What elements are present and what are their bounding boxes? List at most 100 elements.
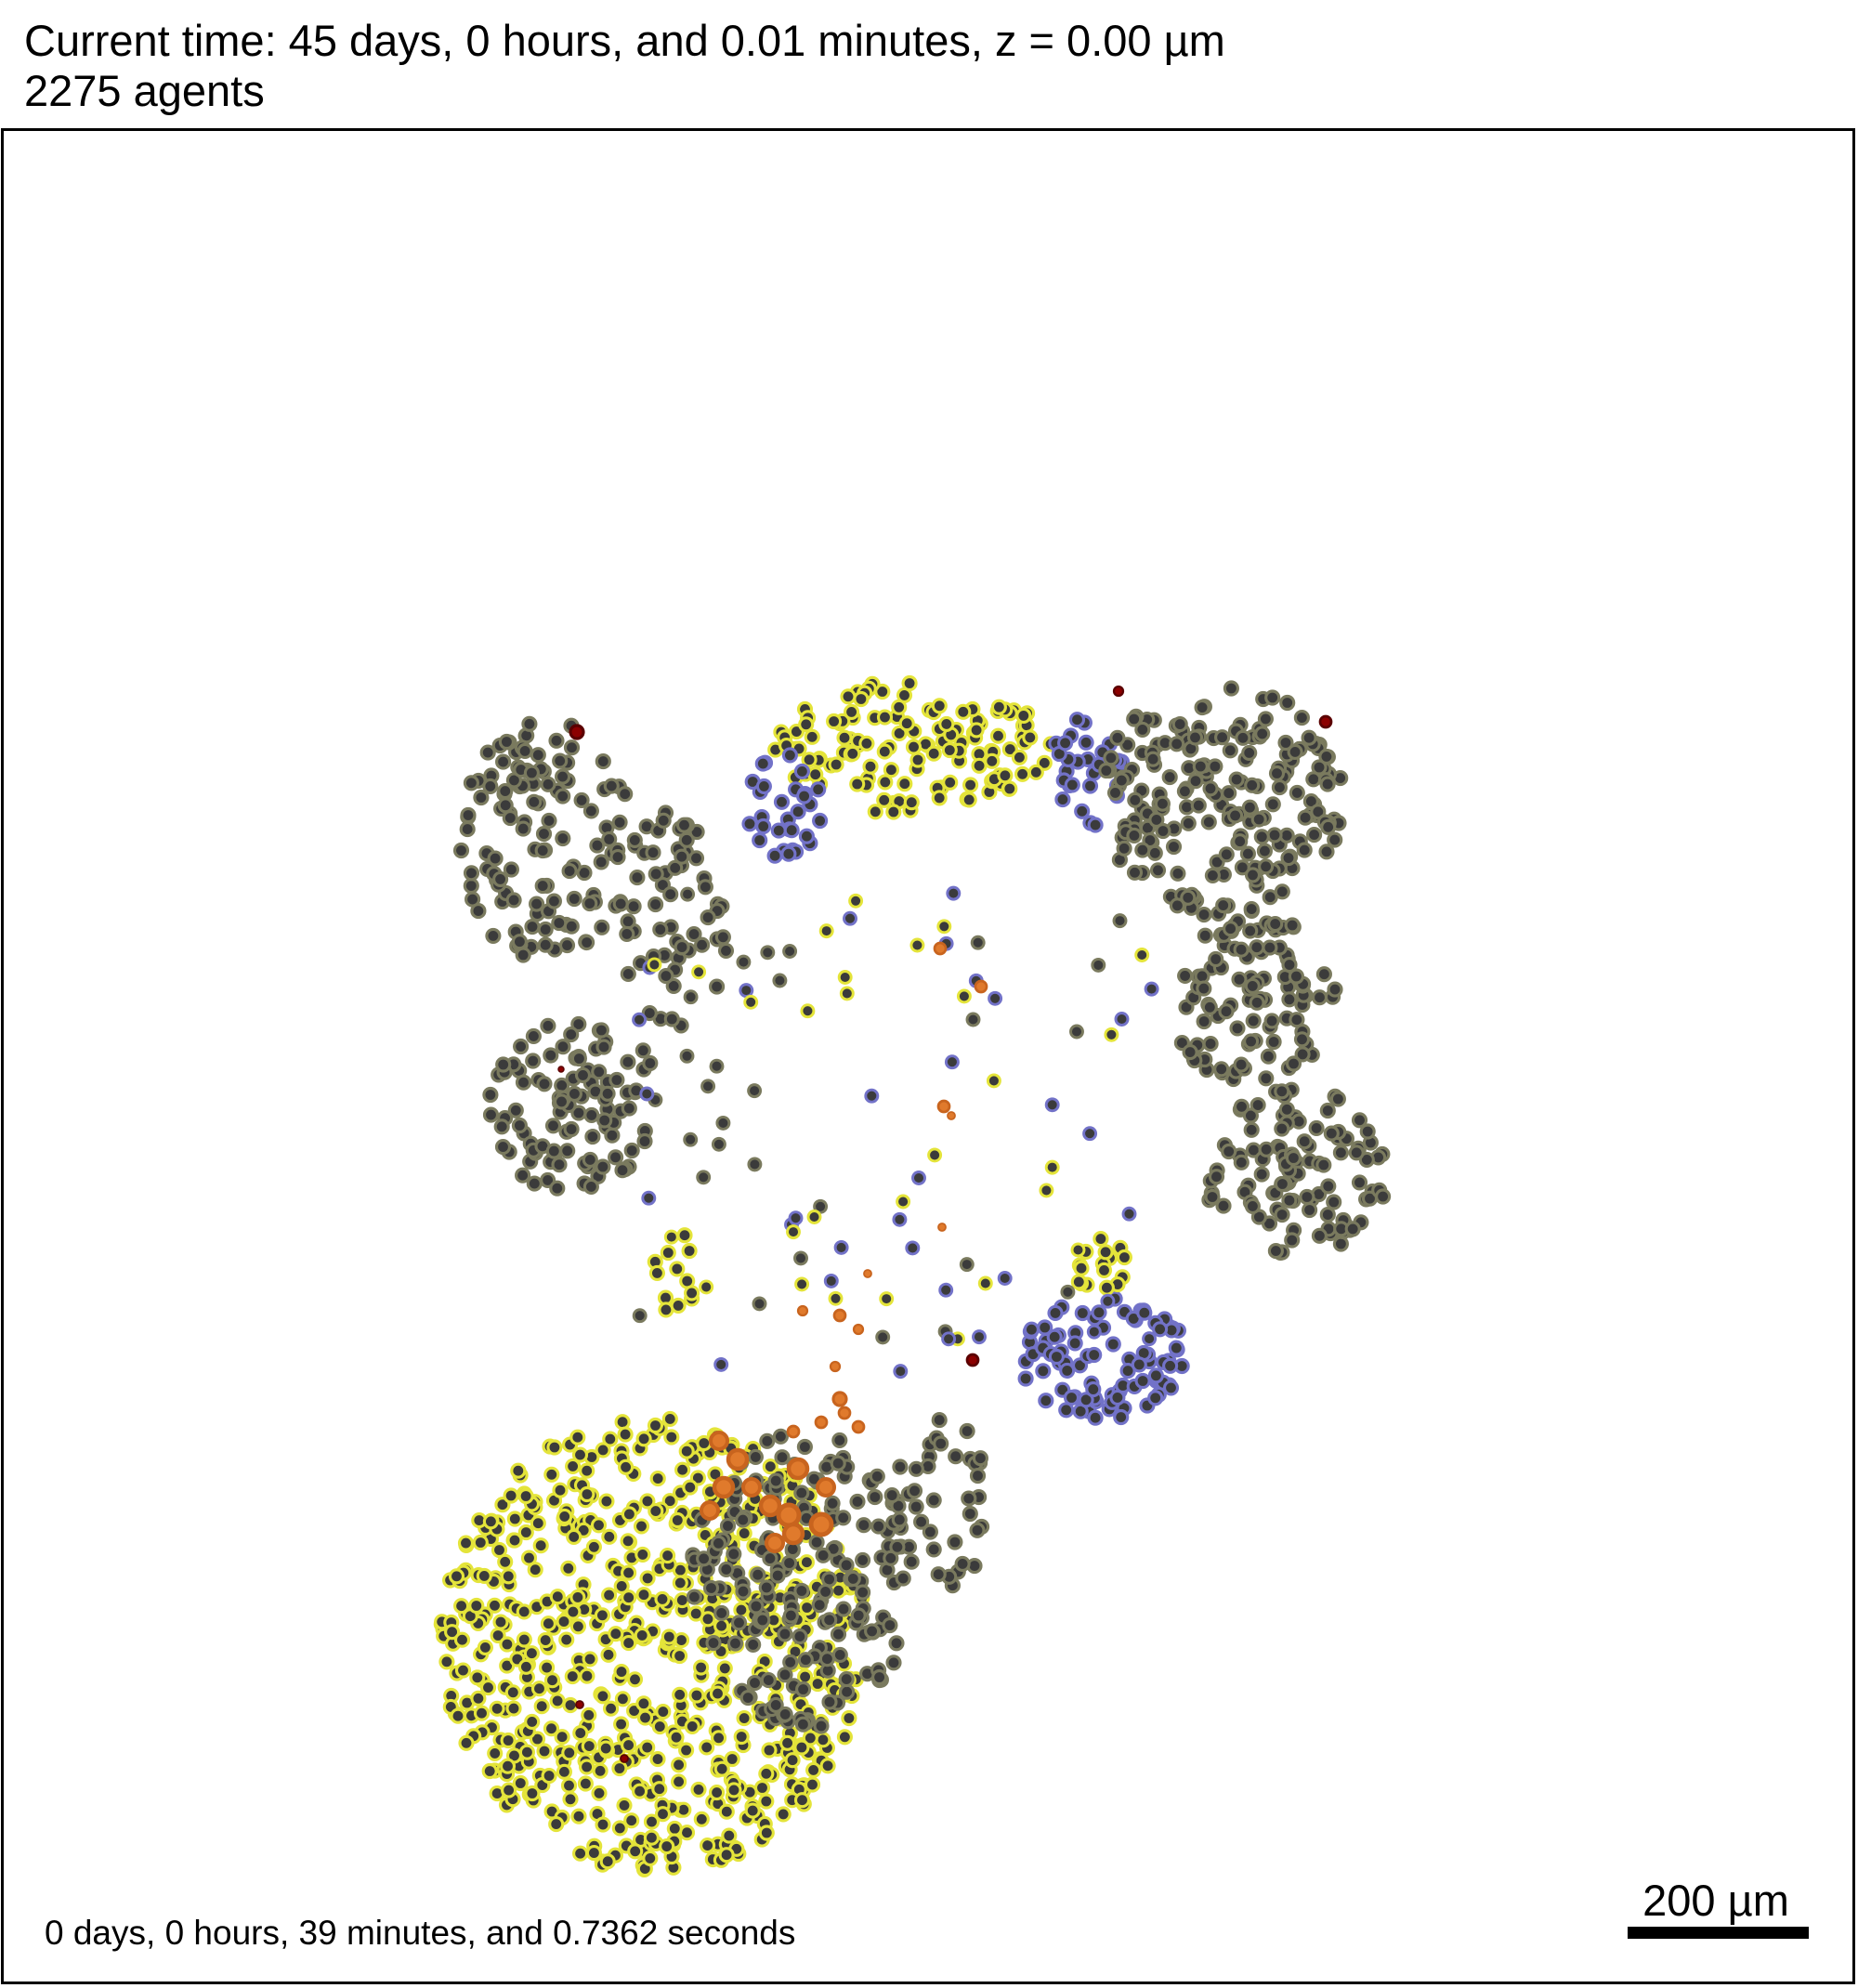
tumor-cell — [585, 1845, 602, 1862]
tumor-cell — [1351, 1112, 1368, 1129]
figure-header: Current time: 45 days, 0 hours, and 0.01… — [0, 0, 1858, 128]
tumor-cell — [499, 1758, 517, 1774]
tumor-cell — [525, 1027, 542, 1044]
tumor-cell — [1194, 968, 1210, 985]
tumor-cell — [1176, 783, 1193, 800]
dead-cell — [569, 724, 585, 740]
immune-cell — [831, 1391, 848, 1407]
tumor-cell — [699, 1739, 715, 1756]
tumor-cell — [639, 1493, 656, 1510]
tumor-cell — [1223, 921, 1239, 937]
tumor-cell — [494, 1139, 512, 1156]
tumor-cell — [959, 1257, 975, 1273]
tumor-cell — [990, 699, 1007, 715]
tumor-cell — [841, 1709, 857, 1727]
tumor-cell — [941, 1331, 957, 1347]
tumor-cell — [766, 847, 783, 864]
tumor-cell — [977, 1275, 993, 1291]
immune-cell — [708, 1430, 730, 1452]
tumor-cell — [634, 1627, 650, 1643]
tumor-cell — [753, 1779, 771, 1797]
tumor-cell — [448, 1568, 465, 1585]
tumor-cell — [745, 1636, 762, 1653]
tumor-cell — [1277, 734, 1294, 752]
tumor-cell — [713, 1617, 730, 1634]
tumor-cell — [971, 757, 988, 774]
tumor-cell — [472, 1534, 489, 1551]
tumor-cell — [746, 1675, 764, 1692]
tumor-cell — [1014, 765, 1031, 782]
tumor-cell — [1227, 807, 1244, 824]
tumor-cell — [1281, 991, 1298, 1008]
tumor-cell — [515, 947, 531, 963]
tumor-cell — [810, 781, 827, 798]
tumor-cell — [1281, 1192, 1298, 1209]
tumor-cell — [556, 1763, 572, 1780]
tumor-cell — [563, 1027, 580, 1043]
tumor-cell — [696, 1170, 712, 1185]
tumor-cell — [527, 1562, 543, 1578]
tumor-cell — [636, 1132, 653, 1150]
tumor-cell — [648, 1503, 664, 1520]
tumor-cell — [730, 1615, 748, 1631]
tumor-cell — [560, 1777, 578, 1794]
scale-bar — [1628, 1927, 1809, 1939]
tumor-cell — [799, 1599, 816, 1616]
tumor-cell — [853, 690, 870, 708]
tumor-cell — [1264, 796, 1281, 813]
immune-cell — [764, 1532, 786, 1554]
tumor-cell — [883, 1487, 900, 1504]
tumor-cell — [882, 1616, 898, 1634]
tumor-cell — [499, 1636, 516, 1653]
tumor-cell — [769, 1567, 786, 1584]
tumor-cell — [1301, 729, 1317, 746]
tumor-cell — [684, 1285, 700, 1301]
tumor-cell — [678, 1742, 695, 1759]
tumor-cell — [1287, 743, 1303, 760]
tumor-cell — [473, 789, 490, 806]
tumor-cell — [654, 1806, 672, 1823]
tumor-cell — [1112, 913, 1128, 929]
tumor-cell — [1327, 831, 1343, 848]
tumor-cell — [639, 1086, 655, 1102]
tumor-cell — [733, 1602, 750, 1618]
tumor-cell — [649, 1471, 666, 1487]
tumor-cell — [1308, 1119, 1325, 1136]
tumor-cell — [867, 804, 883, 820]
tumor-cell — [1134, 948, 1150, 962]
tumor-cell — [775, 1806, 792, 1823]
tumor-cell — [505, 1700, 522, 1717]
tumor-cell — [551, 1157, 568, 1173]
tumor-cell — [543, 1466, 560, 1483]
tumor-cell — [718, 1561, 735, 1577]
tumor-cell — [497, 783, 514, 800]
tumor-cell — [1254, 726, 1271, 742]
tumor-cell — [901, 674, 918, 692]
tumor-cell — [626, 831, 643, 848]
scale-bar-label: 200 µm — [1642, 1876, 1789, 1925]
tumor-cell — [621, 1635, 637, 1652]
tumor-cell — [883, 1550, 899, 1566]
tumor-cell — [1074, 1304, 1091, 1322]
tumor-cell — [1293, 1031, 1311, 1048]
tumor-cell — [517, 1487, 534, 1505]
tumor-cell — [697, 879, 713, 896]
tumor-cell — [1064, 777, 1080, 793]
tumor-cell — [798, 716, 815, 733]
tumor-cell — [506, 1532, 523, 1549]
tumor-cell — [844, 745, 861, 762]
tumor-cell — [665, 977, 682, 994]
tumor-cell — [647, 1417, 664, 1434]
tumor-cell — [933, 1435, 949, 1452]
tumor-cell — [793, 1582, 810, 1600]
tumor-cell — [905, 1240, 921, 1256]
tumor-cell — [997, 1271, 1013, 1286]
tumor-cell — [733, 1728, 750, 1746]
tumor-cell — [925, 1541, 942, 1558]
dead-cell — [557, 1066, 565, 1073]
tumor-cell — [1250, 811, 1267, 828]
tumor-cell — [938, 1282, 954, 1298]
tumor-cell — [1229, 1020, 1246, 1037]
tumor-cell — [1245, 1013, 1262, 1029]
current-time-label: Current time: 45 days, 0 hours, and 0.01… — [24, 16, 1225, 65]
